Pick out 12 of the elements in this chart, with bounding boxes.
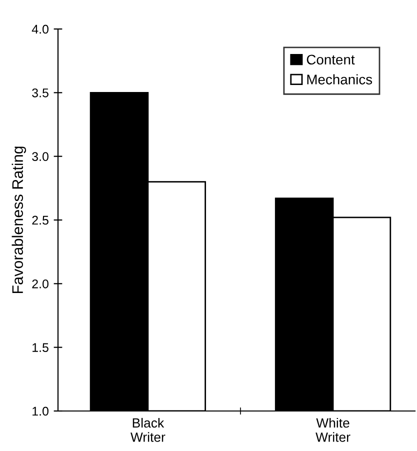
y-tick-label: 2.5 bbox=[32, 216, 48, 225]
legend-label: Content bbox=[306, 54, 355, 65]
x-tick-label: Black Writer bbox=[130, 418, 166, 442]
y-tick-label: 1.5 bbox=[32, 343, 48, 352]
y-axis-title: Favorableness Rating bbox=[12, 146, 26, 294]
y-tick-label: 3.0 bbox=[32, 152, 48, 161]
y-tick-label: 1.0 bbox=[32, 406, 48, 416]
x-tick-label: White Writer bbox=[316, 418, 350, 442]
y-tick-label: 3.5 bbox=[32, 88, 48, 98]
legend-label: Mechanics bbox=[307, 74, 372, 84]
y-tick-label: 2.0 bbox=[32, 279, 48, 288]
y-tick-label: 4.0 bbox=[32, 24, 48, 34]
